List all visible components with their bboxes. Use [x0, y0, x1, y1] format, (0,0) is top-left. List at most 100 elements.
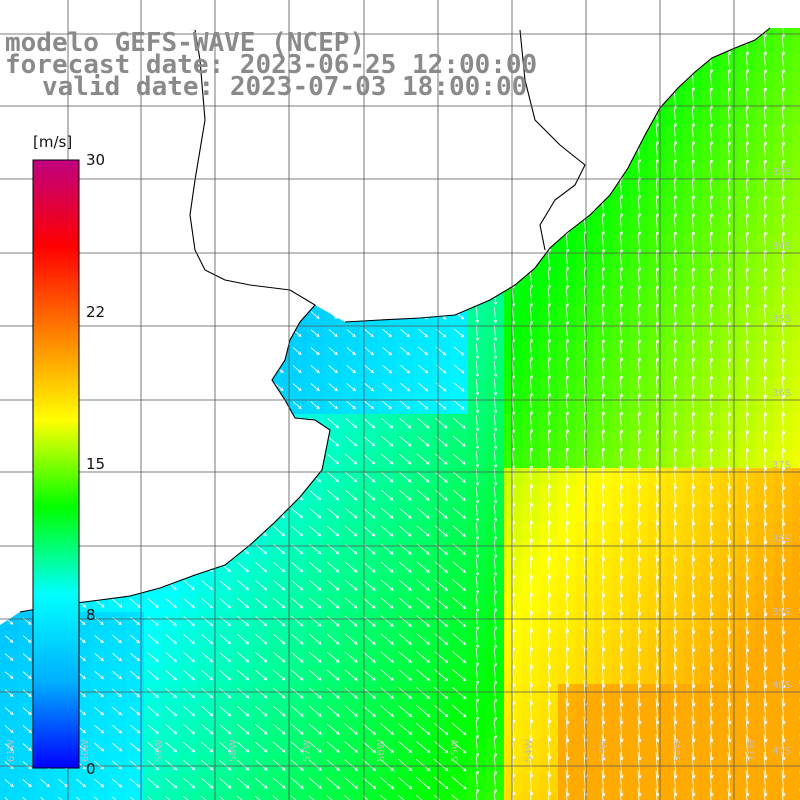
wind-arrow [434, 669, 449, 682]
wind-arrow [709, 752, 714, 779]
wind-arrow [493, 791, 496, 800]
wind-arrow [673, 376, 678, 399]
wind-arrow [362, 507, 376, 519]
wind-arrow [601, 448, 606, 470]
valid-date: valid date: 2023-07-03 18:00:00 [42, 72, 528, 102]
wind-arrow [547, 395, 552, 416]
wind-arrow [344, 507, 358, 519]
wind-arrow [292, 383, 302, 392]
wind-arrow [745, 662, 750, 689]
wind-arrow [745, 53, 750, 74]
wind-arrow [398, 651, 413, 664]
wind-arrow [511, 519, 516, 543]
wind-arrow [147, 634, 159, 644]
wind-arrow [727, 179, 732, 200]
wind-arrow [691, 358, 696, 381]
wind-arrow [165, 724, 178, 735]
wind-arrow [619, 662, 624, 689]
field-cell [792, 54, 800, 73]
wind-arrow [763, 250, 768, 273]
wind-arrow [183, 759, 196, 771]
wind-arrow [709, 358, 714, 381]
wind-arrow [345, 453, 358, 465]
wind-arrow [255, 597, 268, 609]
wind-arrow [475, 504, 480, 523]
wind-arrow [529, 681, 534, 706]
wind-arrow [655, 197, 660, 218]
wind-arrow [292, 347, 302, 355]
wind-arrow [147, 598, 159, 608]
wind-arrow [619, 448, 624, 470]
wind-arrow [493, 414, 498, 432]
wind-arrow [218, 795, 225, 800]
wind-arrow [619, 359, 624, 380]
wind-arrow [637, 788, 640, 800]
wind-arrow [219, 616, 232, 627]
wind-arrow [453, 400, 465, 410]
wind-arrow [619, 323, 624, 344]
wind-arrow [547, 663, 552, 688]
longitude-labels: 61W 60W 59W 58W 57W 56W 55W 54W 53W 52W 51W [6, 739, 757, 762]
wind-arrow [619, 215, 624, 236]
wind-arrow [434, 417, 448, 429]
wind-arrow [219, 633, 232, 645]
field-cell [738, 792, 757, 800]
wind-arrow [691, 89, 696, 110]
field-cell [792, 594, 800, 613]
wind-arrow [309, 489, 322, 501]
wind-arrow [655, 251, 660, 272]
wind-arrow [452, 651, 467, 664]
wind-arrow [326, 633, 340, 645]
wind-arrow [362, 561, 376, 573]
wind-arrow [22, 635, 32, 643]
field-cell [792, 504, 800, 523]
wind-arrow [529, 377, 534, 398]
wind-arrow [673, 215, 678, 236]
wind-arrow [255, 562, 268, 573]
wind-arrow [433, 758, 449, 772]
field-cell [522, 792, 541, 800]
wind-arrow [709, 662, 714, 689]
wind-arrow [40, 778, 51, 788]
wind-arrow [327, 471, 340, 483]
wind-arrow [709, 215, 714, 236]
wind-arrow [637, 430, 642, 453]
field-cell [792, 522, 800, 541]
field-cell [72, 792, 91, 800]
wind-arrow [22, 725, 32, 734]
wind-arrow [362, 795, 369, 800]
wind-arrow [112, 634, 123, 644]
wind-arrow [308, 759, 322, 771]
wind-arrow [254, 687, 268, 699]
wind-arrow [434, 453, 448, 465]
wind-arrow [236, 723, 250, 735]
wind-arrow [398, 435, 412, 447]
wind-arrow [327, 525, 340, 537]
wind-arrow [417, 400, 429, 410]
wind-arrow [547, 627, 552, 652]
wind-arrow [381, 417, 394, 429]
wind-arrow [673, 448, 678, 471]
wind-arrow [511, 341, 516, 361]
wind-arrow [691, 734, 696, 761]
wind-arrow [745, 412, 750, 435]
wind-arrow [601, 734, 606, 761]
wind-arrow [165, 634, 177, 645]
wind-arrow [691, 626, 696, 653]
wind-arrow [416, 453, 430, 465]
wind-arrow [529, 573, 534, 598]
wind-arrow [763, 358, 768, 381]
wind-arrow [637, 698, 642, 725]
wind-arrow [673, 770, 678, 797]
wind-arrow [691, 608, 696, 635]
wind-arrow [434, 561, 448, 573]
wind-arrow [416, 705, 431, 718]
wind-arrow [691, 304, 696, 326]
wind-arrow [272, 741, 286, 753]
wind-arrow [691, 448, 696, 471]
wind-arrow [400, 364, 411, 374]
wind-arrow [601, 698, 606, 725]
wind-arrow [691, 464, 696, 490]
wind-arrow [637, 448, 642, 471]
wind-arrow [727, 197, 732, 218]
